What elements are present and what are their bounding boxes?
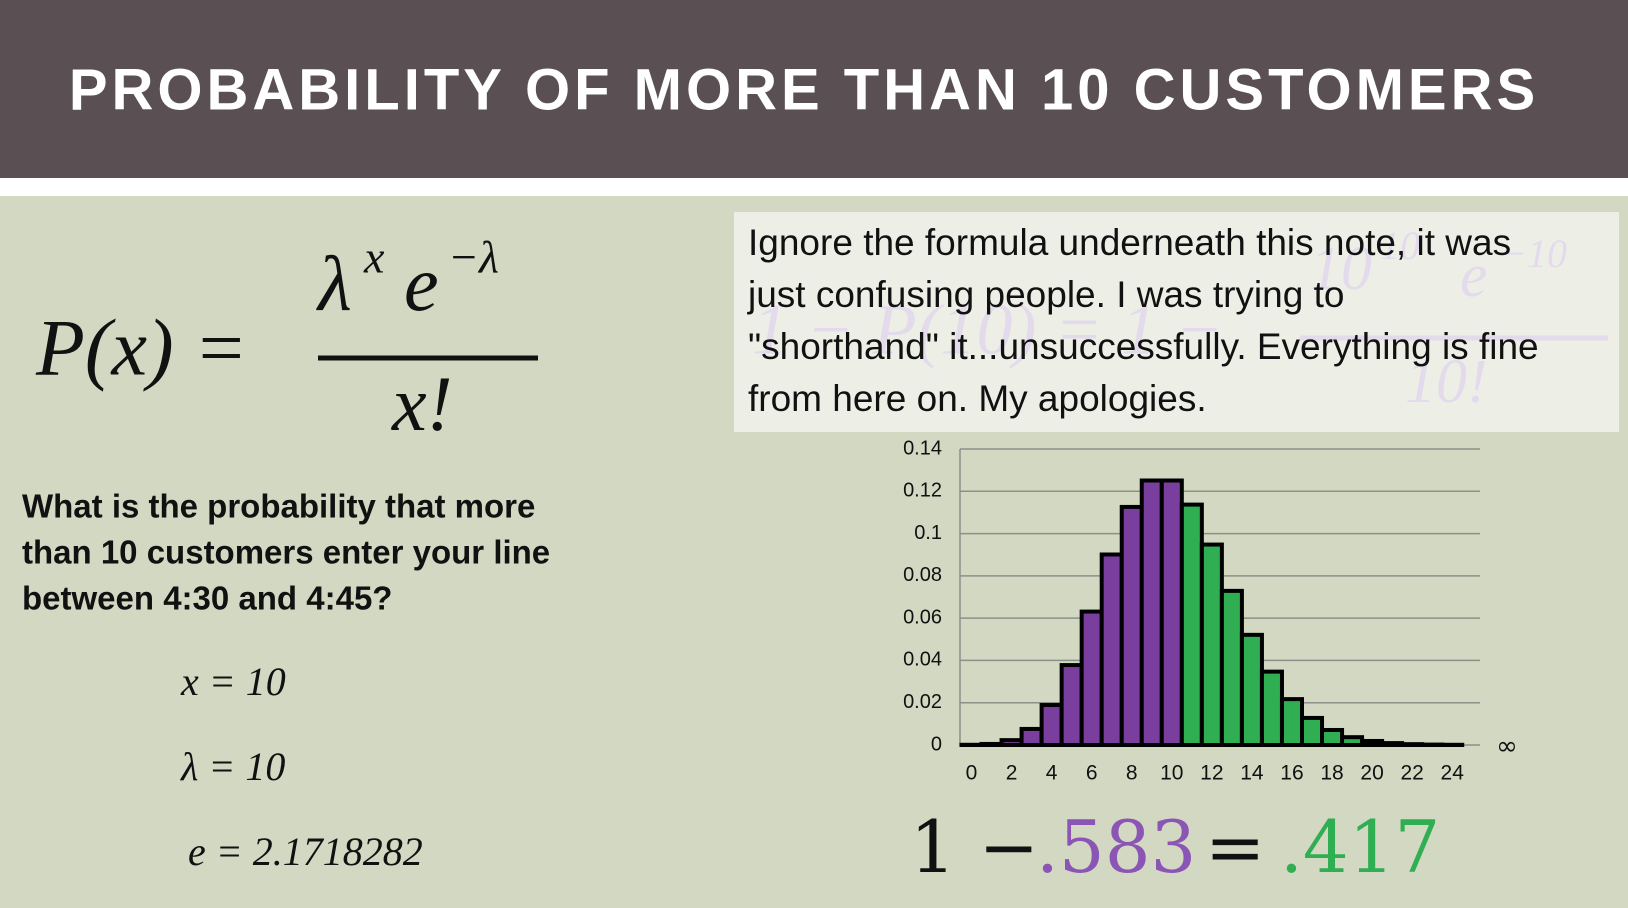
y-tick-label: 0.1 [914,522,942,544]
bar [1400,742,1425,748]
x-tick-label: 22 [1400,762,1423,785]
bar [979,741,1004,748]
note-line: just confusing people. I was trying to [747,274,1344,315]
y-tick-label: 0.06 [903,606,942,628]
y-tick-label: 0.12 [903,480,942,502]
question-line: between 4:30 and 4:45? [22,580,392,617]
bar [1299,715,1325,747]
x-tick-label: 12 [1200,762,1223,785]
bar [1139,478,1164,747]
bar [1199,542,1224,748]
formula-base: λ [316,240,352,327]
chart: 00.020.040.060.080.10.120.140 2 4 6 8 10 12 14 1… [903,437,1518,784]
bar [1239,632,1264,747]
note-line: from here on. My apologies. [748,378,1207,419]
x-tick-label: 4 [1046,762,1058,785]
x-tick-label: 20 [1360,762,1383,785]
x-tick-label: 24 [1441,762,1465,785]
bar [1039,703,1064,747]
header-strip [0,178,1628,196]
y-tick-label: 0.08 [903,564,942,586]
x-end-label: ∞ [1496,732,1518,762]
bar [1279,697,1304,747]
x-tick-label: 0 [966,762,978,785]
y-tick-label: 0.14 [903,437,942,459]
y-tick-label: 0 [931,733,942,755]
x-tick-label: 18 [1320,762,1343,785]
bar [1320,727,1345,748]
result-equals: = [1205,805,1265,889]
bar [1380,741,1405,748]
bar [1179,502,1204,747]
result-right: .417 [1280,805,1440,889]
y-tick-label: 0.04 [903,649,942,671]
x-tick-label: 6 [1086,762,1098,785]
note-line: Ignore the formula underneath this note,… [748,222,1511,263]
bar [1259,669,1284,747]
givens: x = 10 λ = 10 e = 2.1718282 [180,659,423,874]
bar [1019,726,1044,748]
given: e = 2.1718282 [188,829,423,874]
result: 1 − .583 = .417 [910,805,1440,889]
formula-lhs: P(x) = [35,304,248,392]
question-line: What is the probability that more [22,488,535,525]
note-box [734,212,1619,432]
x-tick-label: 14 [1240,762,1264,785]
x-tick-label: 16 [1280,762,1303,785]
formula-exp: x [363,232,385,283]
y-tick-label: 0.02 [903,691,942,713]
x-tick-label: 2 [1006,762,1018,785]
bar [1079,609,1104,747]
header-bar [0,0,1628,178]
formula-e-exp: −λ [448,232,499,283]
question: What is the probability that more than 10… [22,488,550,617]
question-line: than 10 customers enter your line [22,534,550,571]
bar [1340,735,1365,747]
note-line: "shorthand" it...unsuccessfully. Everyth… [748,326,1539,367]
formula-denominator: x! [391,360,453,447]
bar [1059,663,1084,748]
x-tick-label: 10 [1160,762,1183,785]
x-tick-label: 8 [1126,762,1138,785]
bar [1119,504,1144,747]
result-left: .583 [1036,805,1196,889]
given: x = 10 [180,659,286,704]
bar [999,738,1024,748]
bar [1099,552,1124,748]
bar [1219,588,1244,748]
bar [1159,478,1184,747]
result-one: 1 − [910,805,1039,889]
formula-e: e [404,240,439,327]
bar [1360,738,1385,747]
given: λ = 10 [180,744,285,789]
slide-title: PROBABILITY OF MORE THAN 10 CUSTOMERS [69,57,1539,122]
note: Ignore the formula underneath this note,… [747,222,1539,419]
